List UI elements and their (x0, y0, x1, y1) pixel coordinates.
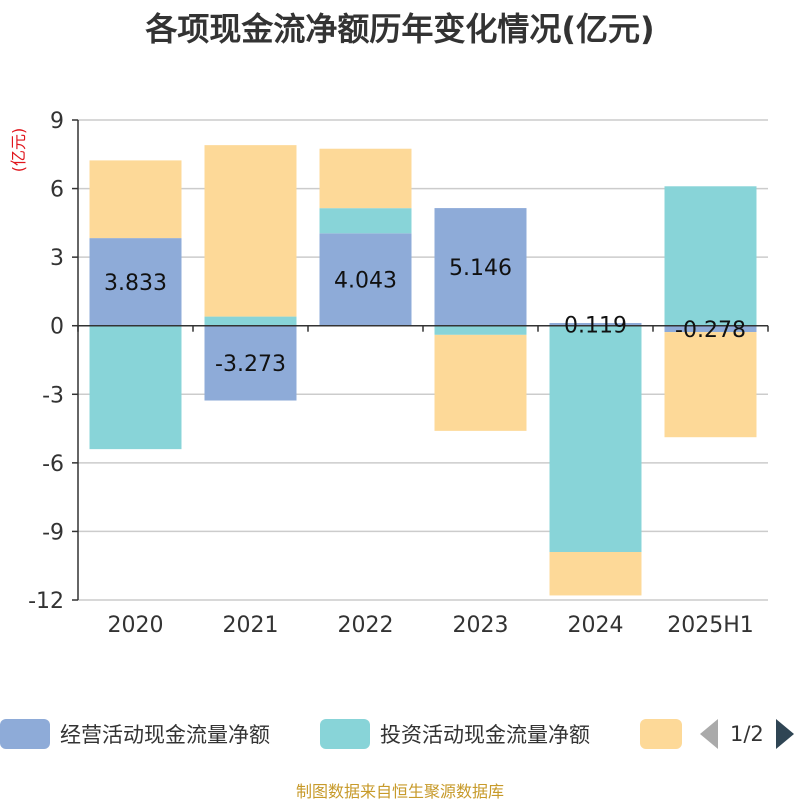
legend-swatch-investing (320, 719, 370, 749)
y-tick-label: 9 (50, 109, 64, 134)
bar-2-2021[interactable] (204, 145, 297, 317)
bar-1-2024[interactable] (549, 325, 642, 552)
data-label: 0.119 (564, 313, 627, 338)
data-label: -0.278 (675, 318, 746, 343)
bar-1-2021[interactable] (204, 316, 297, 326)
legend: 经营活动现金流量净额 投资活动现金流量净额 (0, 716, 800, 756)
x-tick-label: 2025H1 (667, 613, 754, 638)
bars (89, 145, 757, 596)
gridlines (78, 119, 768, 601)
data-label: 4.043 (334, 269, 397, 294)
legend-page-indicator: 1/2 (730, 722, 764, 746)
bar-0-2021[interactable] (204, 325, 297, 401)
legend-label-investing: 投资活动现金流量净额 (380, 723, 590, 747)
axes: 9 6 3 0 -3 -6 -9 -12 2020 2021 2022 2023 2024 2025H1 (28, 109, 769, 638)
data-label: 5.146 (449, 256, 512, 281)
bar-2-2023[interactable] (434, 334, 527, 431)
bar-0-2023[interactable] (434, 208, 527, 326)
legend-pager: 1/2 (700, 716, 794, 752)
y-tick-label: 0 (50, 315, 64, 340)
x-tick-label: 2023 (453, 613, 509, 638)
legend-item-operating[interactable]: 经营活动现金流量净额 (0, 716, 270, 752)
bar-1-2022[interactable] (319, 208, 412, 234)
data-label: 3.833 (104, 271, 167, 296)
x-tick-label: 2024 (568, 613, 624, 638)
bar-0-2025H1[interactable] (664, 325, 757, 333)
bar-2-2025H1[interactable] (664, 332, 757, 438)
bar-0-2022[interactable] (319, 233, 412, 326)
bar-2-2022[interactable] (319, 148, 412, 209)
data-labels: 3.833 -3.273 4.043 5.146 0.119 -0.278 (104, 256, 746, 377)
y-tick-label: -6 (42, 452, 64, 477)
bar-2-2024[interactable] (549, 552, 642, 596)
y-tick-label: -3 (42, 383, 64, 408)
bar-2-2020[interactable] (89, 160, 182, 239)
y-tick-label: 3 (50, 246, 64, 271)
y-tick-label: -12 (28, 589, 64, 614)
bar-0-2020[interactable] (89, 238, 182, 326)
bar-1-2023[interactable] (434, 325, 527, 335)
bar-0-2024[interactable] (549, 322, 642, 326)
y-tick-label: -9 (42, 520, 64, 545)
legend-swatch-financing (640, 719, 682, 749)
prev-page-icon[interactable] (700, 719, 718, 749)
y-tick-label: 6 (50, 178, 64, 203)
data-label: -3.273 (215, 352, 286, 377)
data-source-note: 制图数据来自恒生聚源数据库 (295, 782, 504, 801)
legend-swatch-operating (0, 719, 50, 749)
next-page-icon[interactable] (775, 719, 794, 749)
x-tick-label: 2020 (108, 613, 164, 638)
bar-1-2020[interactable] (89, 325, 182, 450)
bar-1-2025H1[interactable] (664, 186, 757, 326)
legend-label-operating: 经营活动现金流量净额 (60, 723, 270, 747)
legend-item-investing[interactable]: 投资活动现金流量净额 (320, 716, 590, 752)
chart-title: 各项现金流净额历年变化情况(亿元) (145, 10, 655, 48)
legend-item-financing[interactable] (640, 716, 682, 752)
x-tick-label: 2022 (338, 613, 394, 638)
x-tick-label: 2021 (223, 613, 279, 638)
